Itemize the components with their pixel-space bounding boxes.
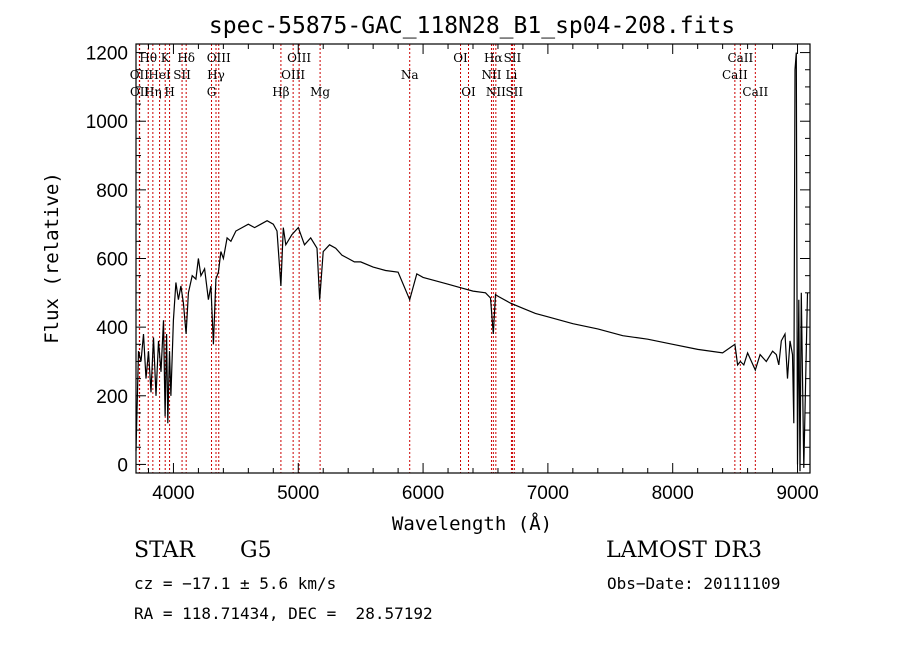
spectral-line-label: Mg	[310, 85, 330, 99]
y-tick-label: 400	[96, 318, 128, 339]
x-tick-label: 9000	[776, 483, 818, 504]
star-class: STAR	[134, 538, 195, 563]
spectral-line-label: Hα	[484, 51, 503, 65]
spectral-line-label: OIII	[281, 68, 305, 82]
spectral-line-label: OII	[130, 85, 150, 99]
spectral-line-label: OI	[461, 85, 476, 99]
spectral-line-labels: HθOIIOIIHηHeIKHSIIHδGHγOIIIHβOIIIOIIIMgN…	[130, 51, 769, 99]
spectral-line-label: OIII	[287, 51, 311, 65]
y-tick-label: 1000	[86, 112, 128, 133]
y-axis-label: Flux (relative)	[41, 172, 63, 344]
chart-title: spec-55875-GAC_118N28_B1_sp04-208.fits	[209, 13, 735, 39]
axis-ticks: 4000 5000 6000 7000 8000 9000 0 200 400 600 800 100…	[86, 44, 819, 504]
spectral-line-label: Hθ	[139, 51, 157, 65]
spectral-line-label: CaII	[727, 51, 753, 65]
spectral-line-label: OI	[453, 51, 468, 65]
plot-frame	[135, 43, 811, 474]
x-tick-label: 6000	[402, 483, 444, 504]
x-tick-label: 4000	[152, 483, 194, 504]
star-subclass: G5	[240, 538, 272, 563]
spectral-line-label: SII	[173, 68, 191, 82]
spectral-line-label: Na	[401, 68, 419, 82]
spectral-line-label: K	[161, 51, 171, 65]
x-tick-label: 8000	[652, 483, 694, 504]
spectral-line-label: H	[164, 85, 174, 99]
spectral-line-label: HeI	[148, 68, 171, 82]
y-tick-label: 800	[96, 181, 128, 202]
y-tick-label: 200	[96, 387, 128, 408]
y-tick-label: 0	[117, 455, 128, 476]
spectral-line-label: G	[207, 85, 217, 99]
coordinates: RA = 118.71434, DEC = 28.57192	[134, 604, 433, 623]
spectral-line-label: Hη	[144, 85, 162, 99]
spectral-line-label: OII	[130, 68, 150, 82]
spectral-line-label: Hγ	[207, 68, 225, 82]
spectrum-series-line	[135, 52, 809, 472]
y-tick-label: 600	[96, 250, 128, 271]
spectral-line-label: OIII	[207, 51, 231, 65]
spectral-line-label: NII	[481, 68, 501, 82]
obs-date: Obs−Date: 20111109	[607, 574, 781, 593]
redshift-cz: cz = −17.1 ± 5.6 km/s	[134, 574, 337, 593]
x-axis-label: Wavelength (Å)	[392, 512, 552, 535]
spectral-line-label: NII	[486, 85, 506, 99]
spectral-line-label: CaII	[742, 85, 768, 99]
spectral-line-label: Li	[506, 68, 518, 82]
spectral-line-label: Hδ	[177, 51, 195, 65]
spectral-line-label: CaII	[722, 68, 748, 82]
y-tick-label: 1200	[86, 44, 128, 65]
x-tick-label: 5000	[277, 483, 319, 504]
spectral-line-markers	[138, 44, 756, 473]
survey-name: LAMOST DR3	[606, 538, 762, 563]
x-tick-label: 7000	[527, 483, 569, 504]
spectral-line-label: SII	[505, 85, 523, 99]
spectral-line-label: SII	[504, 51, 522, 65]
spectral-line-label: Hβ	[272, 85, 289, 99]
